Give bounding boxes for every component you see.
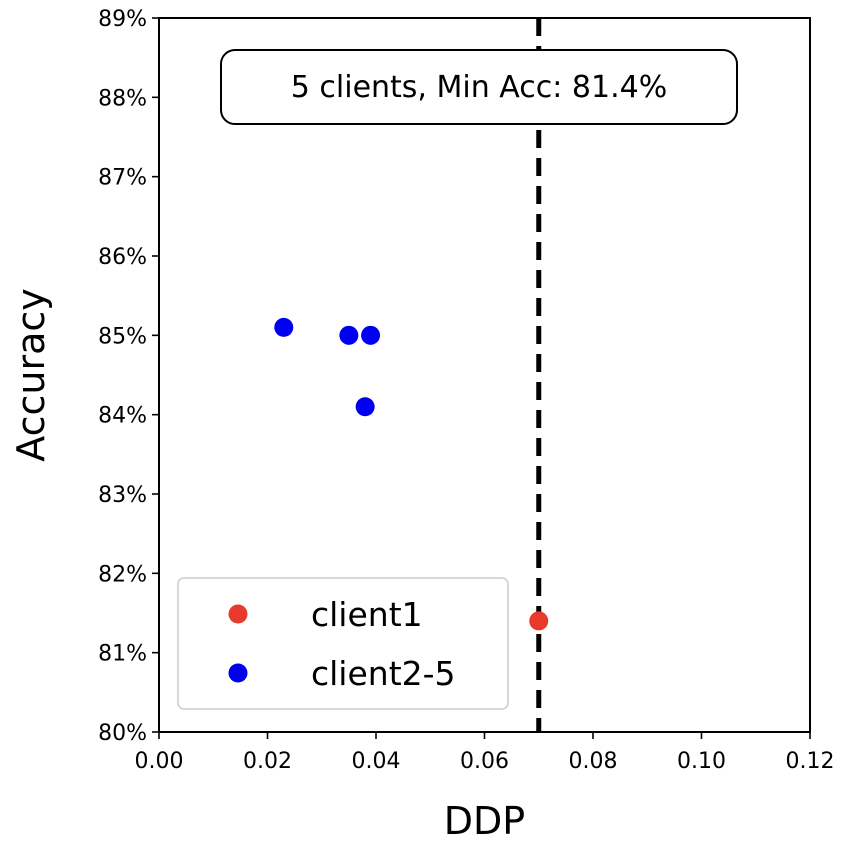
y-tick-label: 89% bbox=[98, 7, 147, 32]
legend-label-client2-5: client2-5 bbox=[311, 654, 456, 693]
y-tick-label: 88% bbox=[98, 86, 147, 111]
y-axis-label: Accuracy bbox=[9, 288, 53, 462]
y-tick-label: 81% bbox=[98, 642, 147, 667]
annotation-frame bbox=[220, 49, 738, 125]
y-tick-label: 84% bbox=[98, 404, 147, 429]
legend-marker-client2-5 bbox=[228, 663, 248, 683]
y-tick-label: 83% bbox=[98, 483, 147, 508]
legend-frame bbox=[177, 577, 509, 710]
y-axis-ticks: 80% 81% 82% 83% 84% 85% 86% 87% 88% 89% bbox=[98, 7, 159, 746]
annotation-box: 5 clients, Min Acc: 81.4% bbox=[220, 49, 738, 125]
y-tick-label: 82% bbox=[98, 562, 147, 587]
annotation-text: 5 clients, Min Acc: 81.4% bbox=[291, 70, 667, 105]
x-axis-label: DDP bbox=[444, 799, 525, 843]
x-tick-label: 0.00 bbox=[135, 749, 184, 774]
legend: client1 client2-5 bbox=[177, 577, 509, 710]
y-tick-label: 86% bbox=[98, 245, 147, 270]
y-tick-label: 85% bbox=[98, 324, 147, 349]
y-tick-label: 87% bbox=[98, 166, 147, 191]
data-point-client1 bbox=[529, 611, 549, 631]
x-tick-label: 0.10 bbox=[677, 749, 726, 774]
data-points bbox=[274, 317, 549, 631]
data-point-client2-5 bbox=[355, 397, 375, 417]
legend-label-client1: client1 bbox=[311, 595, 423, 634]
x-tick-label: 0.02 bbox=[243, 749, 292, 774]
x-tick-label: 0.06 bbox=[460, 749, 509, 774]
y-tick-label: 80% bbox=[98, 721, 147, 746]
legend-marker-client1 bbox=[228, 604, 248, 624]
data-point-client2-5 bbox=[339, 325, 359, 345]
x-axis-ticks: 0.00 0.02 0.04 0.06 0.08 0.10 0.12 bbox=[135, 732, 835, 774]
x-tick-label: 0.08 bbox=[569, 749, 618, 774]
x-tick-label: 0.12 bbox=[786, 749, 835, 774]
x-tick-label: 0.04 bbox=[352, 749, 401, 774]
data-point-client2-5 bbox=[361, 325, 381, 345]
data-point-client2-5 bbox=[274, 317, 294, 337]
